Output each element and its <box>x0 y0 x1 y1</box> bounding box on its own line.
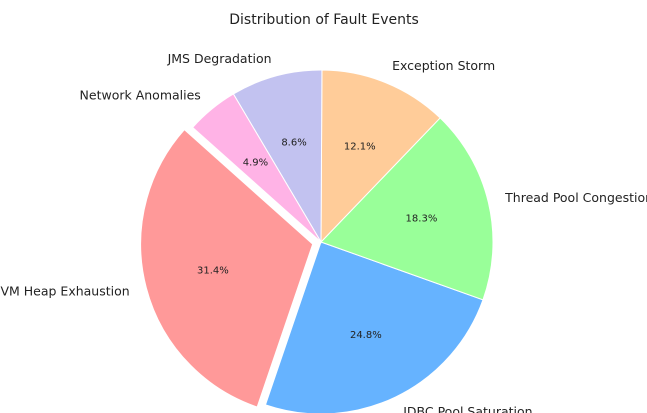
pie-slice <box>320 69 441 244</box>
chart-title: Distribution of Fault Events <box>229 12 419 28</box>
pie-slice <box>140 128 314 408</box>
pie-slice <box>320 117 494 301</box>
percent-label: 12.1% <box>344 141 376 152</box>
percent-label: 31.4% <box>197 265 229 276</box>
slice-label: Thread Pool Congestion <box>504 190 647 205</box>
slice-label: Network Anomalies <box>80 87 201 102</box>
slice-label: JMS Degradation <box>167 51 272 66</box>
pie-slice <box>264 241 484 413</box>
pie-slice <box>232 69 323 244</box>
percent-label: 8.6% <box>281 137 306 148</box>
slice-label: JVM Heap Exhaustion <box>0 284 130 299</box>
slice-label: Exception Storm <box>392 58 495 73</box>
pie-slice <box>191 93 322 243</box>
percent-label: 18.3% <box>406 213 438 224</box>
percent-label: 4.9% <box>243 157 268 168</box>
percent-label: 24.8% <box>350 330 382 341</box>
slice-label: JDBC Pool Saturation <box>402 404 532 413</box>
